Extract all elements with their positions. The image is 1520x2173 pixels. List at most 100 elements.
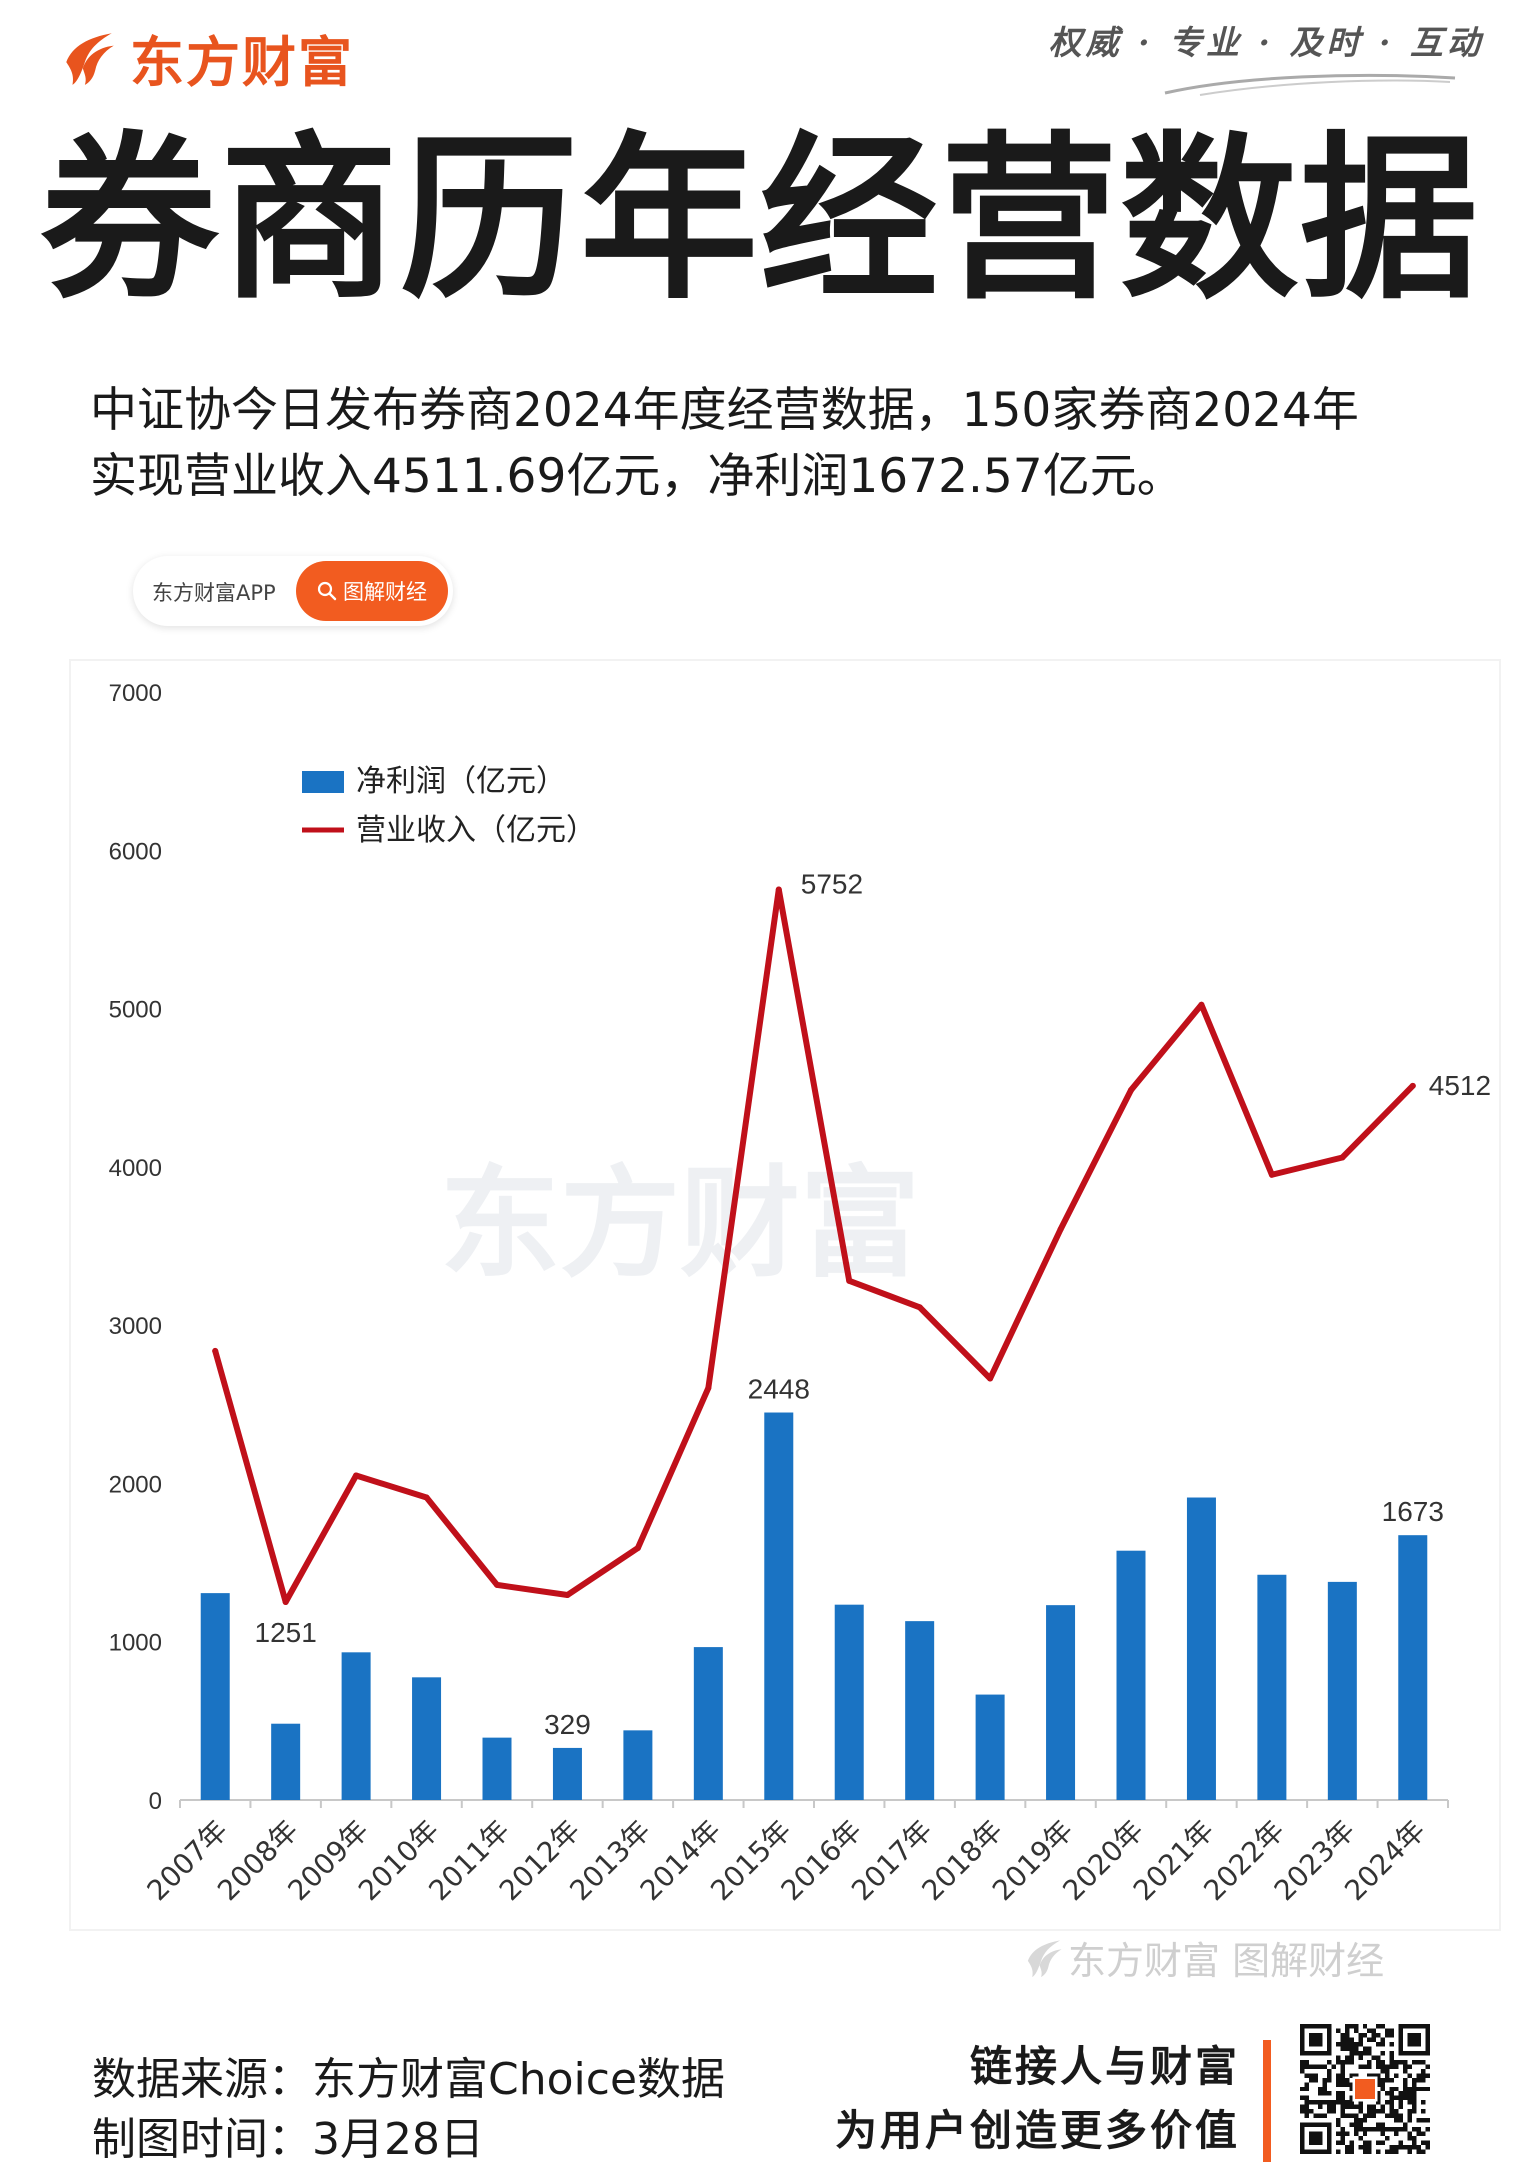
qr-module [1403,2095,1408,2101]
bar-data-label: 329 [544,1709,591,1740]
legend-bar-label: 净利润（亿元） [356,764,566,799]
qr-module [1300,2032,1305,2038]
qr-module [1344,2131,1350,2137]
qr-module [1367,2140,1372,2146]
qr-module [1389,2095,1395,2101]
qr-module [1371,2104,1377,2110]
qr-module [1353,2131,1359,2137]
qr-module [1335,2091,1341,2096]
qr-module [1412,2032,1417,2038]
qr-module [1362,2140,1368,2146]
bar [693,1647,723,1800]
chart-date: 制图时间：3月28日 [92,2114,484,2165]
qr-module [1394,2149,1399,2154]
qr-module [1326,2041,1332,2047]
qr-module [1398,2113,1404,2119]
qr-module [1398,2032,1404,2038]
qr-module [1371,2113,1377,2119]
bar [1186,1497,1216,1800]
qr-module [1398,2095,1404,2101]
qr-module [1398,2028,1404,2033]
qr-module [1407,2037,1413,2042]
bar-data-label: 2448 [748,1374,810,1405]
qr-module [1349,2055,1354,2060]
qr-module [1376,2032,1381,2038]
qr-module [1300,2041,1305,2047]
qr-module [1398,2118,1404,2123]
line-point [423,1494,430,1501]
qr-module [1367,2145,1372,2150]
qr-module [1304,2149,1309,2154]
qr-module [1326,2059,1332,2065]
line-point [494,1581,500,1588]
qr-module [1389,2055,1395,2060]
qr-module [1326,2149,1332,2154]
qr-module [1407,2149,1413,2154]
qr-module [1308,2109,1314,2114]
qr-module [1376,2077,1381,2083]
qr-module [1412,2109,1417,2114]
qr-module [1308,2122,1314,2128]
qr-module [1425,2073,1430,2078]
qr-module [1407,2086,1413,2092]
qr-module [1335,2055,1341,2060]
bar-data-label: 1673 [1382,1496,1444,1527]
qr-module [1358,2109,1363,2114]
qr-module [1389,2091,1395,2096]
qr-module [1376,2122,1381,2128]
qr-module [1398,2037,1404,2042]
footer-accent-bar [1263,2040,1271,2162]
qr-module [1313,2050,1318,2056]
qr-module [1412,2077,1417,2083]
search-icon [317,581,337,601]
qr-module [1398,2145,1404,2150]
summary-text: 中证协今日发布券商2024年度经营数据，150家券商2024年 实现营业收入45… [90,378,1450,510]
qr-module [1380,2041,1386,2047]
qr-module [1317,2064,1323,2069]
qr-module [1394,2095,1399,2101]
qr-module [1362,2131,1368,2137]
qr-module [1304,2104,1309,2110]
qr-module [1362,2024,1368,2029]
y-tick-label: 7000 [109,680,162,707]
qr-module [1313,2136,1318,2141]
qr-module [1317,2131,1323,2137]
qr-module [1313,2077,1318,2083]
qr-module [1304,2095,1309,2101]
qr-module [1385,2068,1390,2074]
qr-module [1308,2100,1314,2105]
qr-module [1425,2118,1430,2123]
line-point [1198,1001,1205,1008]
qr-module [1407,2136,1413,2141]
qr-module [1407,2095,1413,2101]
line-point [634,1545,641,1552]
bar [1257,1574,1287,1800]
qr-module [1340,2109,1345,2114]
brand-logo: 东方财富 [58,18,354,97]
qr-module [1376,2140,1381,2146]
qr-module [1403,2091,1408,2096]
qr-module [1335,2082,1341,2087]
qr-module [1340,2064,1345,2069]
qr-module [1349,2095,1354,2101]
search-button[interactable]: 图解财经 [296,561,448,621]
qr-module [1371,2073,1377,2078]
qr-module [1322,2149,1327,2154]
qr-module [1349,2122,1354,2128]
qr-module [1412,2136,1417,2141]
qr-module [1376,2055,1381,2060]
qr-module [1335,2059,1341,2065]
watermark-flame-icon [1027,1939,1062,1977]
qr-module [1403,2127,1408,2132]
qr-module [1403,2024,1408,2029]
qr-module [1331,2100,1336,2105]
qr-module [1358,2037,1363,2042]
qr-module [1344,2037,1350,2042]
qr-module [1376,2082,1381,2087]
bar [1116,1550,1146,1800]
qr-code[interactable] [1300,2024,1430,2154]
data-source: 数据来源：东方财富Choice数据 [92,2054,726,2105]
qr-module [1326,2140,1332,2146]
y-axis: 0 1000 2000 3000 4000 5000 6000 7000 [109,680,162,1815]
qr-module [1362,2064,1368,2069]
